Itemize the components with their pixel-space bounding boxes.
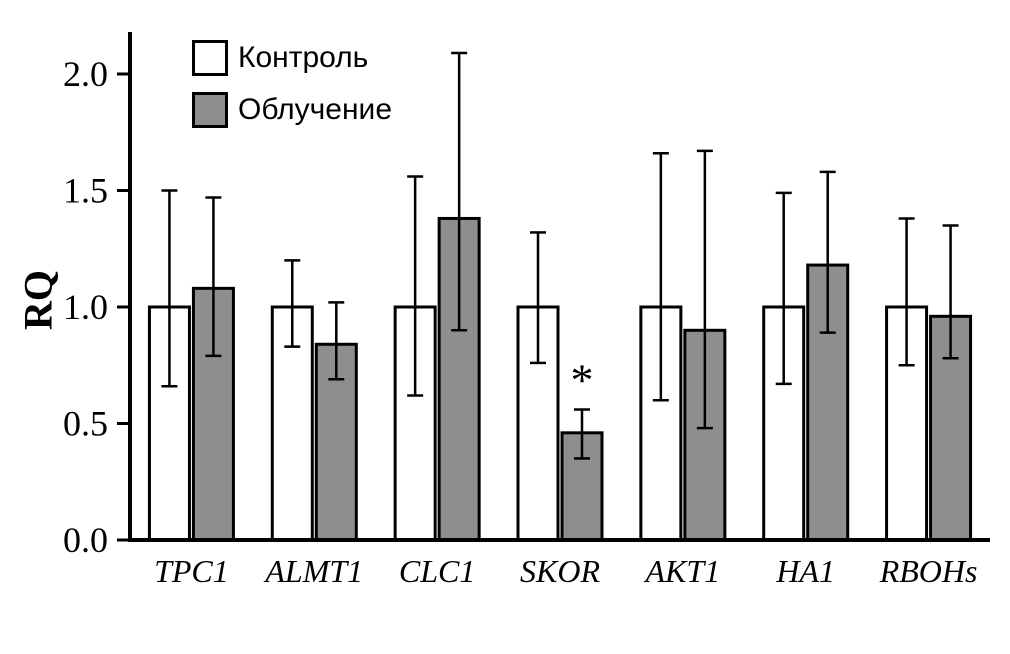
legend-label-control: Контроль <box>238 41 369 74</box>
y-tick-label: 0.5 <box>63 404 108 444</box>
y-tick-label: 2.0 <box>63 54 108 94</box>
chart-legend: Контроль Облучение <box>192 40 392 128</box>
y-tick-label: 1.5 <box>63 171 108 211</box>
y-tick-label: 1.0 <box>63 287 108 327</box>
x-tick-label-RBOHs: RBOHs <box>879 553 978 589</box>
x-tick-label-TPC1: TPC1 <box>154 553 229 589</box>
x-tick-label-AKT1: AKT1 <box>644 553 721 589</box>
x-tick-label-CLC1: CLC1 <box>399 553 475 589</box>
legend-label-irradiation: Облучение <box>238 93 392 126</box>
legend-swatch-irradiation <box>192 92 228 128</box>
legend-item-irradiation: Облучение <box>192 92 392 128</box>
legend-item-control: Контроль <box>192 40 392 76</box>
y-tick-label: 0.0 <box>63 520 108 560</box>
legend-swatch-control <box>192 40 228 76</box>
x-tick-label-SKOR: SKOR <box>520 553 600 589</box>
x-tick-label-HA1: HA1 <box>775 553 835 589</box>
y-axis-label: RQ <box>15 270 61 330</box>
bar-control-SKOR <box>516 305 560 542</box>
significance-asterisk: * <box>571 355 594 406</box>
x-tick-label-ALMT1: ALMT1 <box>263 553 363 589</box>
